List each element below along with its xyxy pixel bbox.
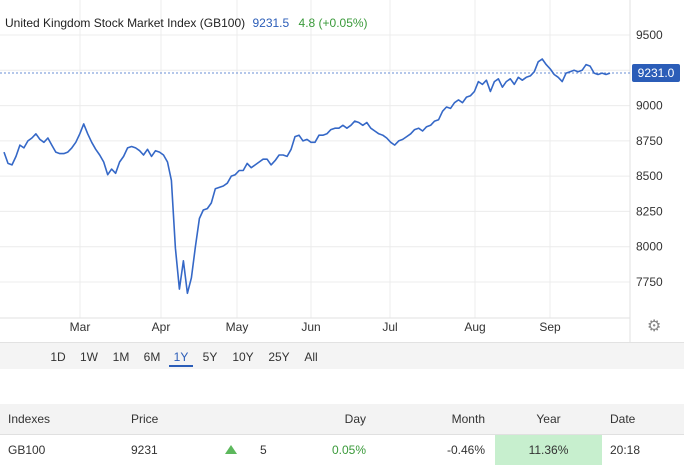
price-change: 4.8 (+0.05%) xyxy=(299,16,368,30)
day-change: 5 xyxy=(260,443,267,457)
y-tick-label: 8250 xyxy=(636,204,663,218)
month-pct-cell: -0.46% xyxy=(376,435,495,465)
y-tick-label: 8000 xyxy=(636,240,663,254)
range-button-1w[interactable]: 1W xyxy=(79,347,99,367)
col-date: Date xyxy=(602,404,684,435)
x-tick-label: Mar xyxy=(70,320,91,334)
x-tick-label: Jul xyxy=(382,320,397,334)
table-row[interactable]: GB100 9231 5 0.05% -0.46% 11.36% 20:18 xyxy=(0,435,684,465)
y-tick-label: 8500 xyxy=(636,169,663,183)
col-trend xyxy=(206,404,256,435)
y-tick-label: 8750 xyxy=(636,134,663,148)
x-tick-label: Aug xyxy=(464,320,485,334)
y-tick-label: 9500 xyxy=(636,28,663,42)
table-header-row: Indexes Price Day Month Year Date xyxy=(0,404,684,435)
index-name: United Kingdom Stock Market Index (GB100… xyxy=(5,16,245,30)
chart-title: United Kingdom Stock Market Index (GB100… xyxy=(5,16,368,30)
range-button-1d[interactable]: 1D xyxy=(50,347,66,367)
chart-svg[interactable]: 7750 8000 8250 8500 8750 9000 9500 Mar Apr May Jun… xyxy=(0,0,684,342)
x-tick-label: Sep xyxy=(539,320,561,334)
date-cell: 20:18 xyxy=(602,435,684,465)
range-button-10y[interactable]: 10Y xyxy=(231,347,255,367)
symbol-cell[interactable]: GB100 xyxy=(0,435,123,465)
current-price-tag-label: 9231.0 xyxy=(638,66,675,80)
range-button-6m[interactable]: 6M xyxy=(142,347,162,367)
x-tick-label: Apr xyxy=(152,320,171,334)
range-selector: 1D 1W 1M 6M 1Y 5Y 10Y 25Y All xyxy=(0,342,684,369)
col-year: Year xyxy=(495,404,602,435)
year-pct-cell: 11.36% xyxy=(495,435,602,465)
range-button-5y[interactable]: 5Y xyxy=(202,347,218,367)
y-tick-label: 7750 xyxy=(636,275,663,289)
gear-icon[interactable]: ⚙ xyxy=(647,319,661,335)
range-button-1m[interactable]: 1M xyxy=(112,347,130,367)
change-cell: 5 0.05% xyxy=(256,435,376,465)
col-price: Price xyxy=(123,404,206,435)
quote-table: Indexes Price Day Month Year Date GB100 … xyxy=(0,404,684,465)
range-button-1y[interactable]: 1Y xyxy=(169,347,193,367)
x-tick-label: May xyxy=(226,320,249,334)
col-month: Month xyxy=(376,404,495,435)
range-button-all[interactable]: All xyxy=(302,347,320,367)
col-day: Day xyxy=(256,404,376,435)
day-pct: 0.05% xyxy=(332,443,366,457)
triangle-up-icon xyxy=(225,445,237,454)
last-price: 9231.5 xyxy=(252,16,289,30)
price-chart[interactable]: 7750 8000 8250 8500 8750 9000 9500 Mar Apr May Jun… xyxy=(0,0,684,342)
range-button-25y[interactable]: 25Y xyxy=(267,347,291,367)
price-cell: 9231 xyxy=(123,435,206,465)
x-tick-label: Jun xyxy=(301,320,320,334)
y-tick-label: 9000 xyxy=(636,99,663,113)
col-indexes: Indexes xyxy=(0,404,123,435)
trend-cell xyxy=(206,435,256,465)
